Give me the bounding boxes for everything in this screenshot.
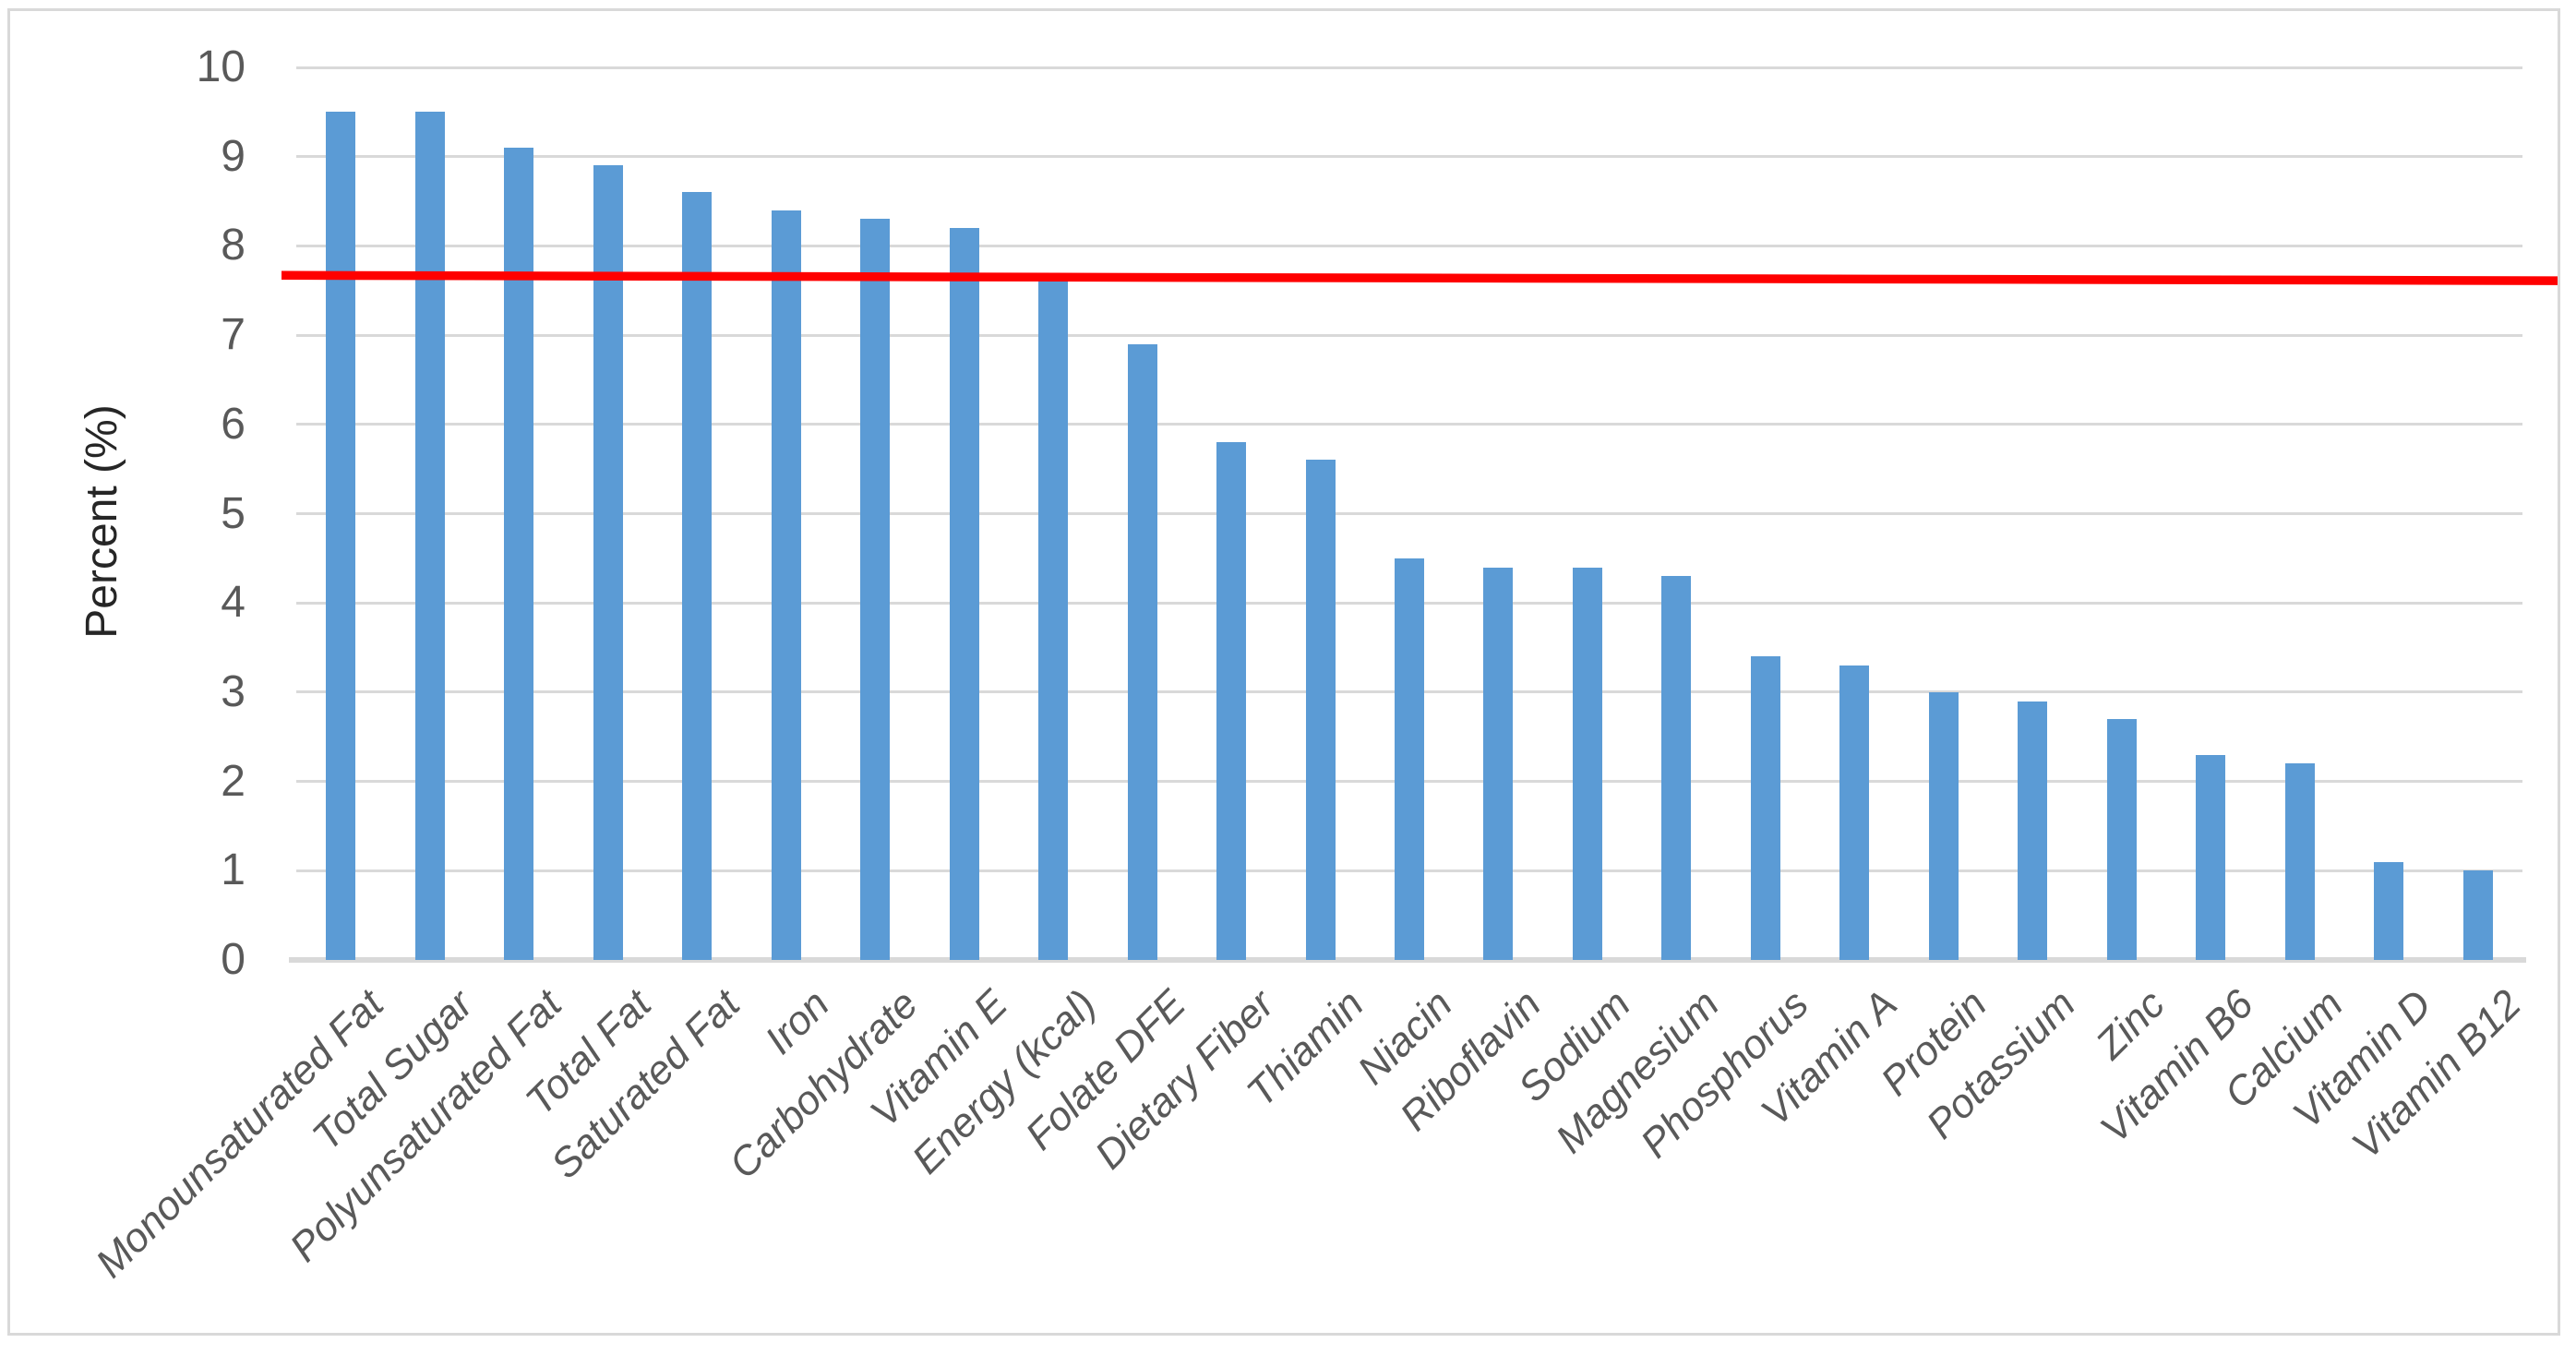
bar-phosphorus — [1750, 656, 1780, 960]
gridline-8 — [296, 244, 2522, 247]
bar-vitamin-b12 — [2462, 870, 2493, 960]
gridline-10 — [296, 66, 2522, 69]
bar-iron — [771, 210, 801, 960]
bar-vitamin-b6 — [2196, 754, 2226, 960]
y-tick-label-0: 0 — [221, 935, 246, 984]
y-tick-label-5: 5 — [221, 488, 246, 538]
bar-zinc — [2106, 718, 2137, 960]
bar-vitamin-d — [2374, 861, 2404, 960]
bar-magnesium — [1661, 576, 1692, 960]
gridline-9 — [296, 155, 2522, 159]
bar-thiamin — [1305, 460, 1336, 960]
y-tick-label-6: 6 — [221, 399, 246, 449]
bar-energy-kcal- — [1038, 282, 1069, 960]
bar-riboflavin — [1483, 567, 1514, 960]
gridline-5 — [296, 512, 2522, 515]
bar-vitamin-a — [1839, 665, 1870, 960]
bar-polyunsaturated-fat — [504, 148, 534, 960]
y-tick-label-3: 3 — [221, 666, 246, 716]
bar-dietary-fiber — [1216, 442, 1247, 960]
y-tick-label-8: 8 — [221, 221, 246, 270]
bar-niacin — [1395, 558, 1424, 960]
y-tick-label-2: 2 — [221, 756, 246, 806]
x-axis-line — [289, 957, 2526, 963]
y-tick-label-4: 4 — [221, 578, 246, 628]
y-tick-label-9: 9 — [221, 131, 246, 181]
bar-potassium — [2018, 701, 2048, 960]
bar-folate-dfe — [1127, 343, 1157, 960]
bar-sodium — [1572, 567, 1602, 960]
bar-saturated-fat — [682, 192, 713, 960]
bar-calcium — [2284, 763, 2315, 960]
y-tick-label-10: 10 — [196, 42, 246, 91]
reference-line — [281, 270, 2558, 285]
y-tick-label-1: 1 — [221, 845, 246, 895]
bar-monounsaturated-fat — [326, 112, 356, 960]
bar-protein — [1928, 691, 1959, 960]
chart-frame: Percent (%) 0 1 2 3 4 5 6 7 8 9 10 Monounsaturated… — [7, 8, 2560, 1336]
bar-carbohydrate — [860, 219, 891, 960]
y-tick-label-7: 7 — [221, 310, 246, 360]
gridline-6 — [296, 423, 2522, 426]
gridline-7 — [296, 333, 2522, 337]
bar-vitamin-e — [949, 228, 979, 960]
bar-total-fat — [593, 165, 623, 960]
bar-total-sugar — [414, 112, 445, 960]
